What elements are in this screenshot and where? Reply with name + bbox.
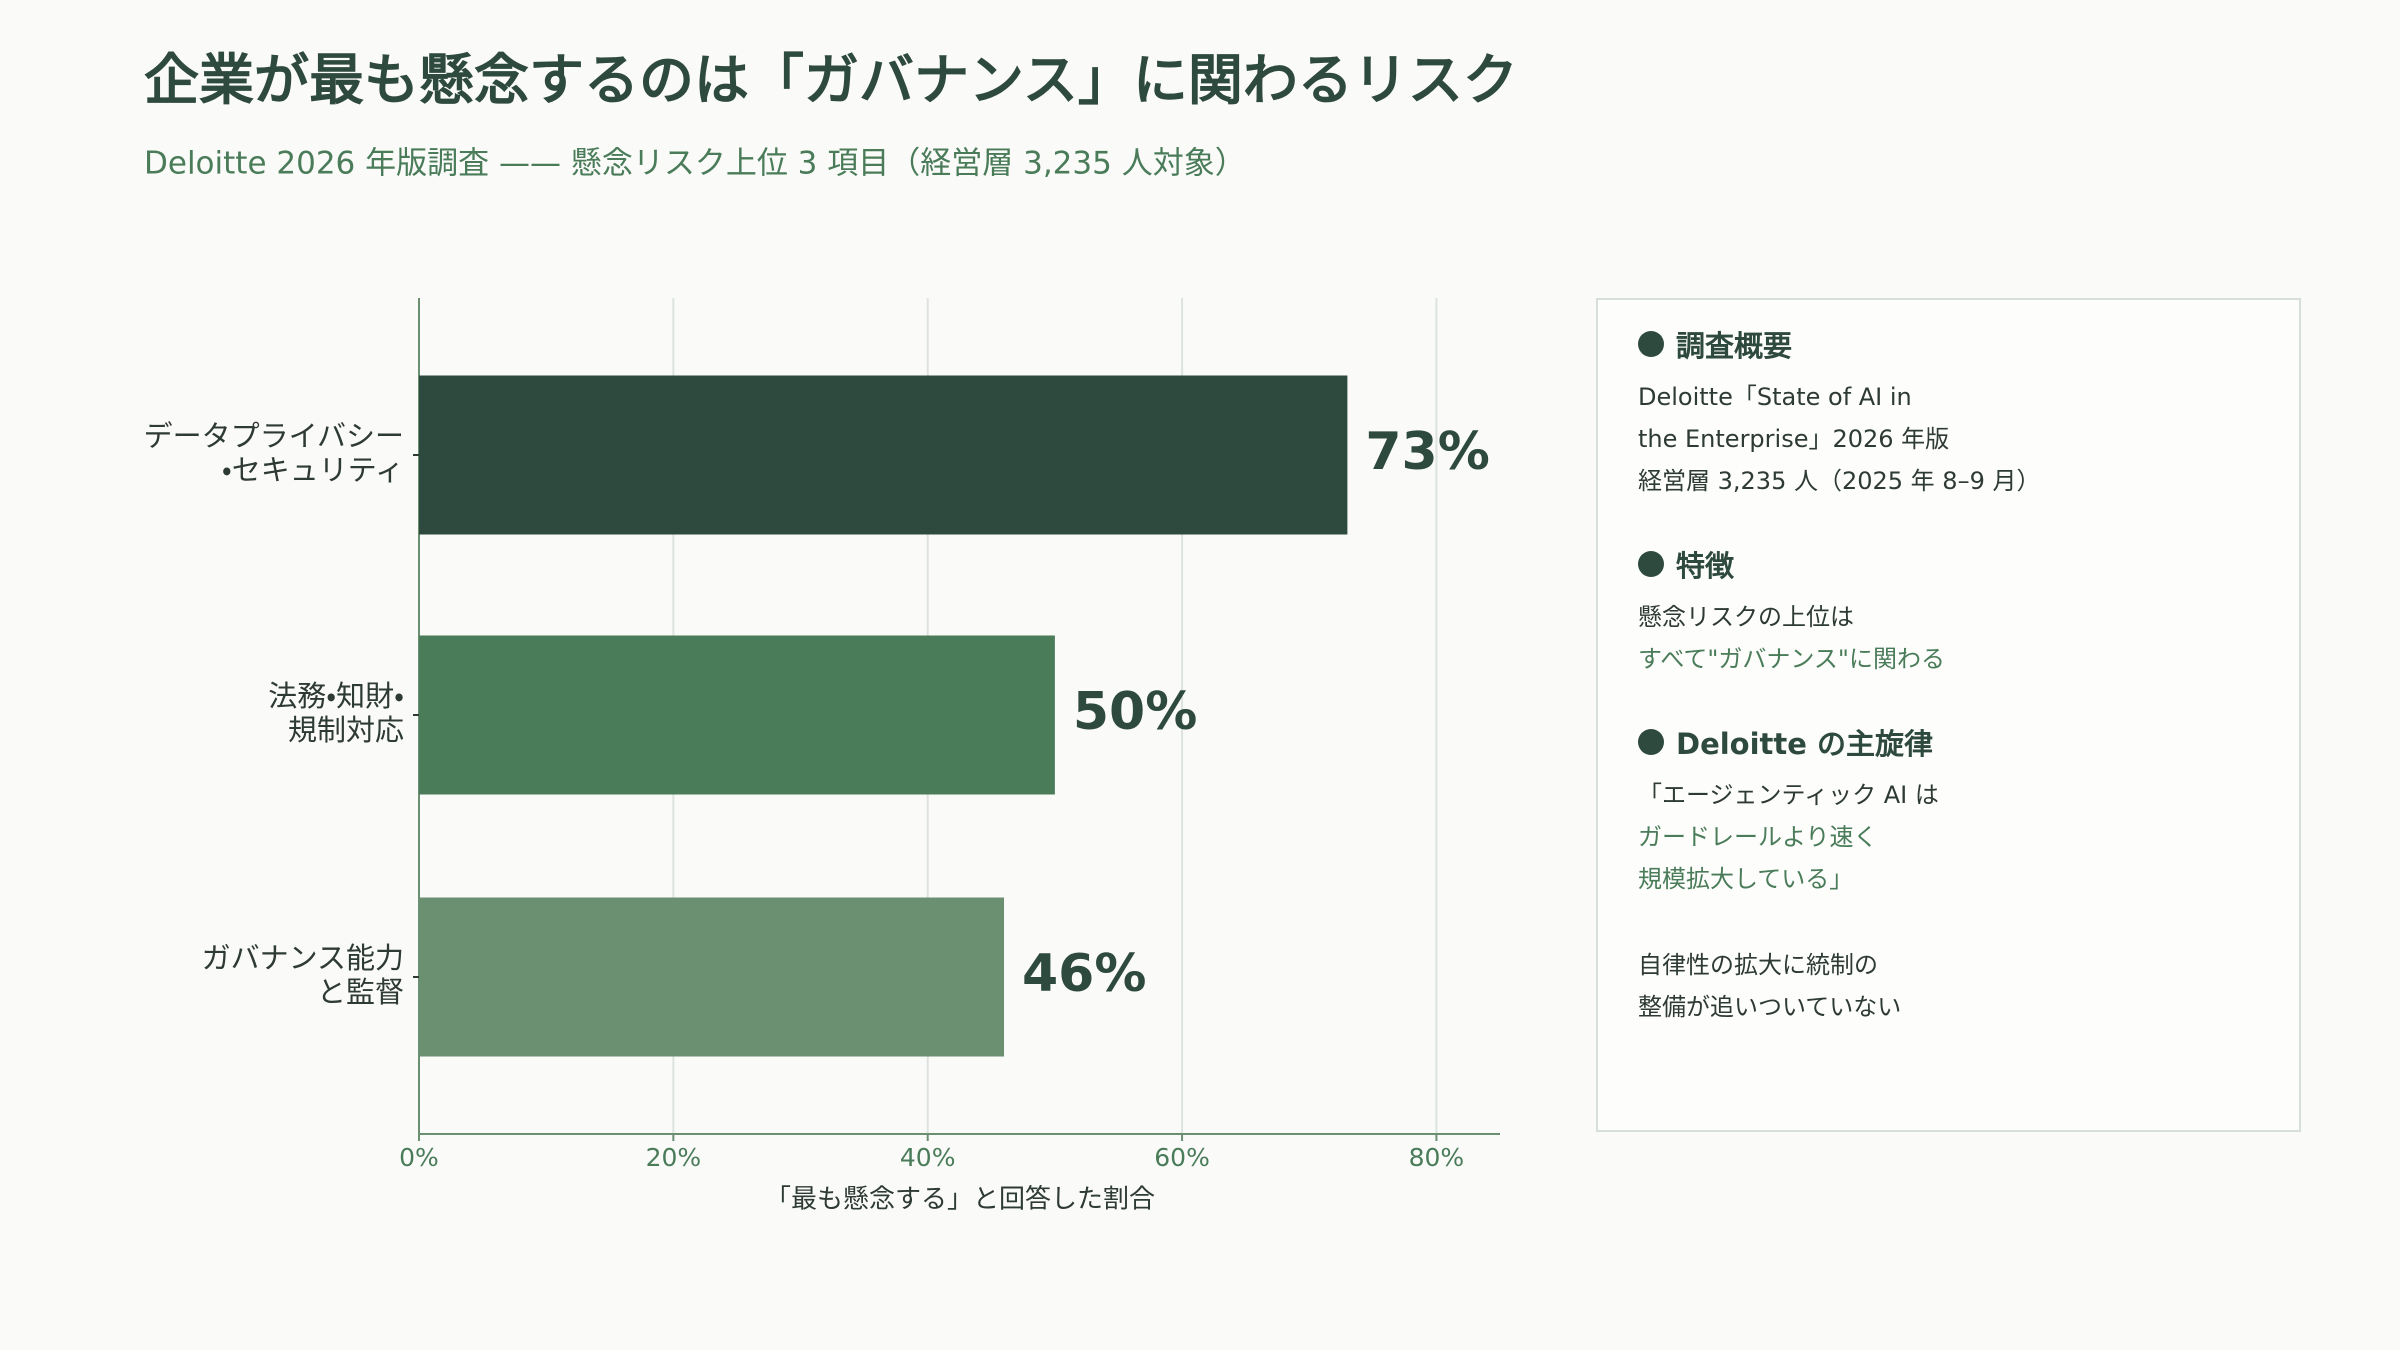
x-tick-label: 40% — [900, 1143, 956, 1172]
x-axis-label: 「最も懸念する」と回答した割合 — [765, 1185, 1155, 1215]
x-tick-label: 20% — [646, 1143, 702, 1172]
paragraph: 自律性の拡大に統制の 整備が追いついていない — [1638, 944, 2259, 1028]
text-line: 規模拡大している」 — [1638, 865, 1854, 893]
panel-section: Deloitte の主旋律「エージェンティック AI はガードレールより速く 規模… — [1638, 720, 2259, 1028]
x-tick-label: 60% — [1154, 1143, 1210, 1172]
chart-title: 企業が最も懸念するのは「ガバナンス」に関わるリスク — [144, 48, 1518, 112]
y-tick-label: ・セキュリティ — [222, 453, 404, 487]
section-heading: Deloitte の主旋律 — [1676, 727, 1934, 761]
bar — [419, 635, 1055, 795]
y-tick-label: 規制対応 — [288, 713, 404, 747]
y-tick-label: ガバナンス能力 — [202, 941, 404, 975]
bar — [419, 375, 1348, 535]
section-heading-row: 特徴 — [1638, 542, 2259, 586]
bar — [419, 897, 1005, 1057]
y-tick-label: データプライバシー — [144, 419, 404, 453]
chart: 企業が最も懸念するのは「ガバナンス」に関わるリスク Deloitte 2026 … — [144, 48, 1518, 1215]
info-panel: 調査概要 Deloitte「State of AI in the Enterpris… — [1596, 298, 2301, 1132]
bullet — [1638, 331, 1664, 357]
chart-subtitle: Deloitte 2026 年版調査 —— 懸念リスク上位 3 項目（経営層 3… — [144, 146, 1246, 182]
panel-section: 調査概要 Deloitte「State of AI in the Enterpris… — [1638, 322, 2259, 502]
text-line: 懸念リスクの上位は — [1638, 603, 1854, 631]
bullet — [1638, 729, 1664, 755]
value-label: 46% — [1022, 944, 1146, 1004]
section-heading: 調査概要 — [1676, 329, 1793, 363]
section-heading-row: Deloitte の主旋律 — [1638, 720, 2259, 764]
panel-section: 特徴懸念リスクの上位はすべて"ガバナンス"に関わる — [1638, 542, 2259, 680]
text-line: the Enterprise」2026 年版 — [1638, 425, 1950, 453]
y-tick-label: 法務・知財・ — [268, 679, 404, 713]
text-line: すべて"ガバナンス"に関わる — [1638, 645, 1945, 673]
value-label: 73% — [1365, 422, 1489, 482]
paragraph: Deloitte「State of AI in the Enterprise」20… — [1638, 376, 2259, 502]
section-heading-row: 調査概要 — [1638, 322, 2259, 366]
y-tick-label: と監督 — [317, 975, 404, 1009]
text-line: 経営層 3,235 人（2025 年 8–9 月） — [1638, 467, 2041, 495]
text-line: 「エージェンティック AI は — [1638, 781, 1939, 809]
text-line: 自律性の拡大に統制の — [1638, 951, 1878, 979]
x-tick-label: 0% — [399, 1143, 439, 1172]
paragraph: 懸念リスクの上位はすべて"ガバナンス"に関わる — [1638, 596, 2259, 680]
bullet — [1638, 551, 1664, 577]
text-line: ガードレールより速く — [1638, 823, 1878, 851]
section-heading: 特徴 — [1676, 549, 1735, 583]
x-tick-label: 80% — [1409, 1143, 1465, 1172]
text-line: 整備が追いついていない — [1638, 993, 1902, 1021]
text-line: Deloitte「State of AI in — [1638, 383, 1912, 411]
paragraph: 「エージェンティック AI はガードレールより速く 規模拡大している」 — [1638, 774, 2259, 900]
value-label: 50% — [1073, 682, 1197, 742]
